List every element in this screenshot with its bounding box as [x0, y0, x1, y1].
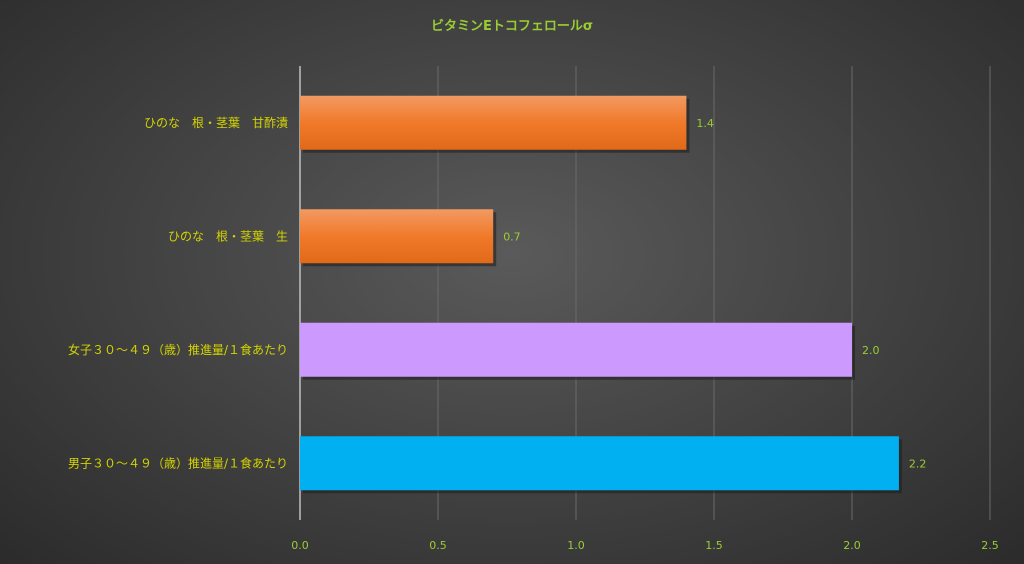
data-label: 2.2	[909, 457, 927, 470]
category-label: ひのな 根・茎葉 甘酢漬	[144, 115, 288, 130]
x-tick-label: 1.5	[705, 539, 723, 552]
x-tick-label: 0.5	[429, 539, 447, 552]
x-tick-label: 2.5	[981, 539, 999, 552]
x-tick-label: 1.0	[567, 539, 585, 552]
bar-layer	[300, 95, 902, 494]
data-label: 2.0	[862, 344, 880, 357]
category-label: 女子３０～４９（歳）推進量/１食あたり	[68, 342, 288, 357]
chart-title: ビタミンEトコフェロールσ	[431, 18, 593, 34]
label-layer: 0.0 0.5 1.0 1.5 2.0 2.5 ひのな 根・茎葉 甘酢漬 1.4 ひのな 根・茎…	[68, 115, 999, 552]
category-label: ひのな 根・茎葉 生	[168, 229, 288, 243]
data-label: 0.7	[503, 230, 521, 243]
category-label: 男子３０～４９（歳）推進量/１食あたり	[68, 455, 288, 470]
data-label: 1.4	[696, 117, 714, 130]
x-tick-label: 2.0	[843, 539, 861, 552]
bar	[300, 209, 494, 264]
bar	[300, 95, 687, 150]
x-tick-label: 0.0	[291, 539, 309, 552]
bar	[300, 436, 899, 491]
bar	[300, 322, 852, 377]
